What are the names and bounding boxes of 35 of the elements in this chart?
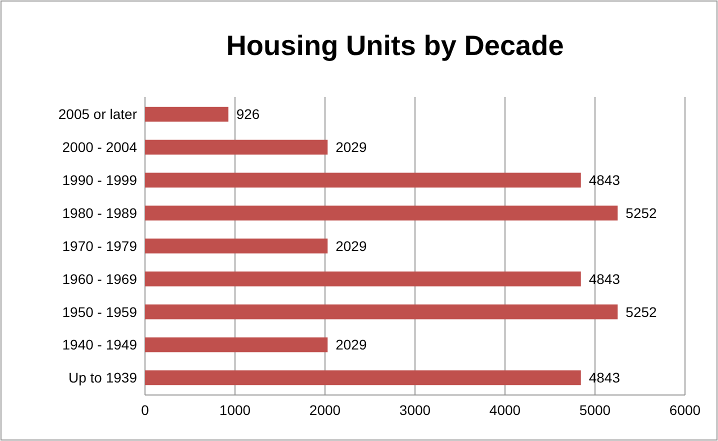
bar: [145, 238, 328, 254]
y-tick-label: 2000 - 2004: [62, 139, 138, 156]
x-tick-label: 6000: [669, 402, 701, 418]
x-tick-label: 1000: [219, 402, 251, 418]
y-tick-label: 1950 - 1959: [62, 304, 138, 320]
x-tick-label: 4000: [489, 402, 521, 418]
x-tick-label: 0: [141, 402, 150, 418]
bar: [145, 206, 618, 220]
y-tick-label: 1970 - 1979: [62, 238, 138, 254]
data-label: 2029: [336, 238, 367, 254]
bar: [145, 337, 328, 352]
data-label: 2029: [336, 139, 367, 156]
data-label: 4843: [588, 270, 620, 287]
bar: [145, 370, 581, 386]
x-tick-label: 5000: [579, 402, 611, 418]
data-label: 2029: [336, 336, 367, 353]
y-tick-label: 1980 - 1989: [62, 204, 138, 221]
data-label: 4843: [588, 370, 620, 386]
x-tick-label: 3000: [399, 402, 431, 418]
data-label: 926: [236, 106, 260, 122]
bar: [145, 272, 581, 286]
bar: [145, 140, 328, 155]
y-tick-label: 1940 - 1949: [62, 336, 138, 353]
data-label: 5252: [626, 204, 658, 221]
data-label: 4843: [588, 172, 620, 188]
y-tick-label: Up to 1939: [68, 370, 138, 386]
data-label: 5252: [626, 304, 658, 320]
x-tick-label: 2000: [309, 402, 341, 418]
y-tick-label: 2005 or later: [58, 106, 138, 122]
bar: [145, 304, 618, 320]
y-tick-label: 1960 - 1969: [62, 270, 138, 287]
bar: [145, 106, 228, 122]
chart-title: Housing Units by Decade: [226, 30, 564, 61]
y-tick-label: 1990 - 1999: [62, 172, 138, 188]
bar: [145, 172, 581, 188]
